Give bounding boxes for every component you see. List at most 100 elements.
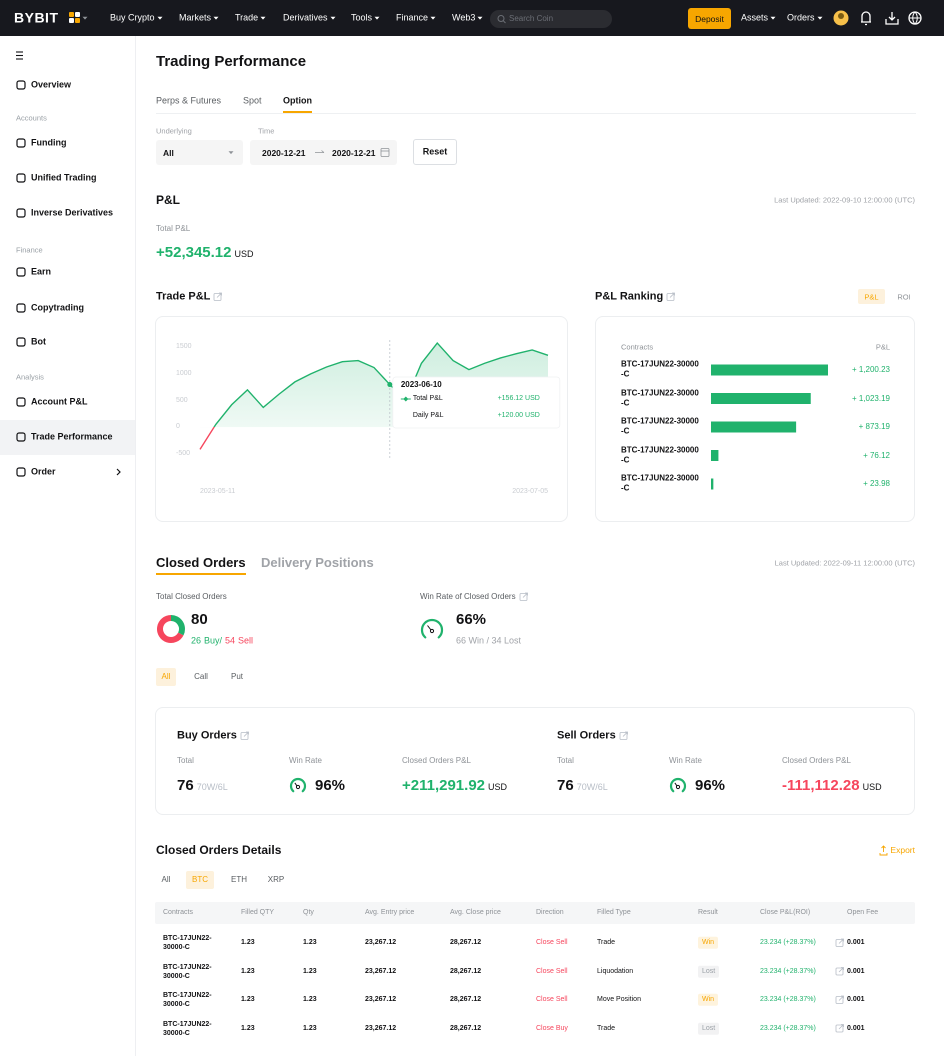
caret-icon	[477, 16, 483, 20]
reset-button[interactable]	[413, 139, 457, 165]
card-title: Sell Orders	[557, 729, 616, 742]
tooltip-title: 2023-06-10	[400, 380, 442, 390]
nav-menu-item[interactable]: Derivatives	[283, 12, 328, 23]
sidebar-item[interactable]: Funding	[31, 137, 67, 148]
table-cell: Close Sell	[536, 995, 568, 1003]
filter-label: Underlying	[156, 126, 192, 136]
logo: BYBIT	[14, 9, 59, 26]
filter-chip[interactable]: BTC	[192, 875, 208, 885]
table-cell: 23,267.12	[365, 938, 397, 946]
toggle[interactable]: P&L	[864, 292, 879, 301]
sidebar-icon	[16, 397, 26, 407]
nav-menu-item[interactable]: Finance	[396, 12, 429, 23]
section-tab[interactable]: Delivery Positions	[261, 555, 374, 571]
tab[interactable]: Perps & Futures	[156, 95, 222, 106]
filter-chip[interactable]: Put	[230, 672, 244, 682]
sidebar-item[interactable]: Order	[31, 466, 56, 477]
bar	[711, 421, 797, 433]
gauge-icon	[420, 618, 444, 639]
sidebar-item[interactable]: Inverse Derivatives	[31, 207, 114, 218]
nav-menu-item[interactable]: Assets	[741, 12, 769, 23]
result-badge: Win	[698, 993, 719, 1007]
sidebar-item[interactable]: Overview	[31, 79, 72, 90]
nav-menu-item[interactable]: Trade	[235, 12, 259, 23]
bar	[711, 393, 811, 404]
nav-menu-item[interactable]: Markets	[179, 12, 212, 23]
section-tab[interactable]: Closed Orders	[156, 555, 246, 571]
sidebar-item[interactable]: Account P&L	[31, 396, 88, 407]
external-link-icon	[240, 732, 249, 740]
tab-underline	[156, 573, 246, 575]
table-cell: 28,267.12	[450, 1024, 482, 1032]
table-cell: Liquodation	[597, 967, 634, 975]
calendar-icon	[380, 148, 390, 157]
nav-menu-item[interactable]: Orders	[787, 12, 815, 23]
arrow-icon	[315, 150, 325, 153]
table-cell: BTC-17JUN22-30000-C	[163, 934, 212, 951]
top-nav	[0, 0, 944, 36]
external-link-icon	[838, 1024, 844, 1030]
deposit-button[interactable]	[688, 8, 731, 29]
sidebar-item[interactable]: Earn	[31, 266, 52, 277]
sidebar-item[interactable]: Bot	[31, 336, 46, 347]
data-label: + 873.19	[858, 422, 890, 432]
last-updated: Last Updated: 2022-09-11 12:00:00 (UTC)	[774, 558, 915, 568]
gauge-icon	[675, 784, 681, 790]
table-header: Close P&L(ROI)	[760, 908, 811, 916]
stat-label: Total	[177, 756, 194, 766]
external-link-icon	[838, 995, 844, 1001]
deposit-label[interactable]: Deposit	[695, 13, 724, 24]
table-cell: BTC-17JUN22-30000-C	[163, 963, 212, 980]
sidebar-item[interactable]: Unified Trading	[31, 172, 97, 183]
order-record: 70W/6L	[196, 782, 228, 792]
export-link[interactable]: Export	[890, 844, 915, 855]
nav-menu-item[interactable]: Web3	[452, 12, 476, 23]
table-cell: Close Sell	[536, 938, 568, 946]
tab[interactable]: Spot	[243, 95, 262, 106]
caret-icon	[157, 16, 163, 20]
table-header-bg	[155, 902, 915, 924]
external-link-icon	[669, 292, 675, 298]
data-label: + 23.98	[863, 479, 890, 489]
buy-sell-split: 26 Buy/54 Sell	[191, 636, 253, 647]
caret-icon	[430, 16, 436, 20]
order-total: 76 70W/6L	[557, 777, 608, 795]
nav-menu-item[interactable]: Buy Crypto	[110, 12, 155, 23]
filter-chip[interactable]: XRP	[267, 875, 285, 885]
external-link-icon	[835, 967, 844, 976]
search-box[interactable]	[490, 10, 612, 28]
export-icon	[879, 845, 888, 856]
nav-menu-item[interactable]: Tools	[351, 12, 373, 23]
bar	[711, 478, 714, 490]
y-tick-label: 1500	[176, 343, 192, 351]
reset-label[interactable]: Reset	[422, 146, 448, 157]
table-header: Avg. Entry price	[365, 908, 415, 916]
sidebar-item[interactable]: Trade Performance	[31, 431, 113, 442]
table-cell: 23.234 (+28.37%)	[760, 967, 816, 975]
caret-icon	[82, 16, 88, 20]
underlying-select[interactable]	[156, 140, 243, 165]
filter-chip[interactable]: All	[161, 875, 171, 885]
external-link-icon	[243, 731, 249, 737]
external-link-icon	[519, 593, 528, 601]
data-label: + 1,200.23	[851, 365, 890, 375]
caret-icon	[213, 16, 219, 20]
table-cell: 1.23	[303, 938, 317, 946]
table-cell: 1.23	[241, 1024, 255, 1032]
toggle[interactable]: ROI	[897, 292, 911, 301]
sidebar-item[interactable]: Copytrading	[31, 302, 84, 313]
filter-chip[interactable]: Call	[194, 672, 208, 682]
sidebar-icon	[16, 173, 26, 183]
table-header: Qty	[303, 908, 314, 916]
tab[interactable]: Option	[283, 95, 312, 106]
y-tick-label: 0	[176, 422, 180, 430]
table-cell: Trade	[597, 938, 616, 946]
order-pnl-unit: USD	[488, 782, 508, 792]
filter-chip[interactable]: All	[161, 672, 171, 682]
filter-chip[interactable]: ETH	[231, 875, 247, 885]
gauge-icon	[294, 782, 298, 787]
table-cell: Trade	[597, 1024, 616, 1032]
sidebar-icon	[16, 208, 26, 218]
sidebar-icon	[16, 337, 26, 347]
